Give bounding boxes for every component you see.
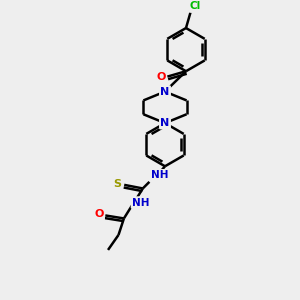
Text: N: N: [160, 118, 169, 128]
Text: NH: NH: [151, 170, 169, 180]
Text: O: O: [94, 209, 104, 219]
Text: O: O: [156, 72, 166, 82]
Text: N: N: [160, 87, 169, 97]
Text: Cl: Cl: [190, 2, 201, 11]
Text: NH: NH: [132, 197, 149, 208]
Text: S: S: [114, 179, 122, 189]
